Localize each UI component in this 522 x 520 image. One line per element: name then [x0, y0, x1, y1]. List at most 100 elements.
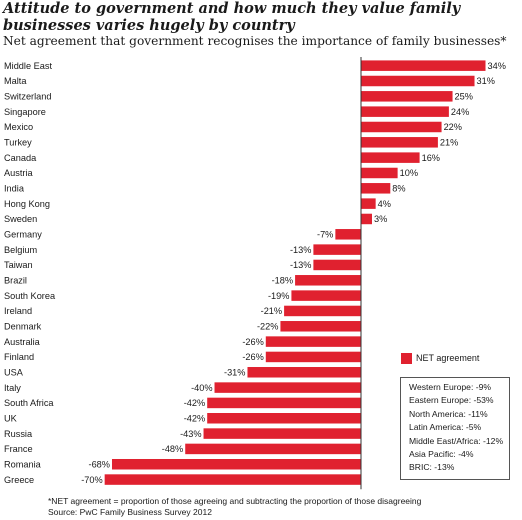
category-label: Belgium: [4, 245, 38, 255]
category-label: Germany: [4, 229, 42, 239]
bar: [361, 167, 398, 179]
legend-label: NET agreement: [416, 353, 480, 363]
category-label: Ireland: [4, 306, 32, 316]
region-eastern-europe: Eastern Europe: -53%: [409, 395, 494, 406]
legend-swatch: [401, 352, 412, 364]
value-label: 16%: [422, 153, 440, 163]
value-label: -13%: [290, 245, 311, 255]
bar: [214, 382, 361, 393]
bar: [361, 106, 449, 117]
value-label: -40%: [191, 383, 212, 393]
bar: [104, 474, 361, 485]
region-middle-east-africa: Middle East/Africa: -12%: [409, 435, 504, 446]
bar: [361, 152, 420, 163]
value-label: -19%: [268, 291, 289, 301]
value-label: -18%: [272, 275, 293, 285]
value-label: -26%: [242, 337, 263, 347]
bar: [361, 75, 475, 87]
chart-title: Attitude to government and how much they…: [3, 0, 461, 34]
value-label: 10%: [400, 168, 418, 178]
bar: [361, 183, 391, 194]
category-label: Romania: [4, 459, 42, 469]
regional-summary-box: Western Europe: -9% Eastern Europe: -53%…: [400, 377, 510, 480]
category-label: Finland: [4, 352, 34, 362]
value-label: -13%: [290, 260, 311, 270]
bar: [111, 458, 361, 470]
bar: [185, 443, 361, 455]
category-label: Switzerland: [4, 92, 52, 102]
bar: [361, 91, 453, 102]
value-label: -70%: [81, 475, 102, 485]
category-label: Greece: [4, 475, 34, 485]
category-label: France: [4, 444, 33, 454]
category-label: Australia: [4, 337, 41, 347]
category-label: Sweden: [4, 214, 37, 224]
value-label: -48%: [162, 444, 183, 454]
value-label: 4%: [378, 199, 391, 209]
category-label: Austria: [4, 168, 33, 178]
value-label: -21%: [261, 306, 282, 316]
category-label: Italy: [4, 383, 21, 393]
value-label: 3%: [374, 214, 387, 224]
bar: [280, 321, 361, 332]
value-label: 21%: [440, 138, 458, 148]
bar: [335, 229, 361, 240]
category-label: South Korea: [4, 291, 56, 301]
bar: [295, 275, 361, 286]
bar: [361, 213, 372, 225]
category-label: Malta: [4, 76, 27, 86]
legend: NET agreement: [401, 351, 479, 365]
category-label: Mexico: [4, 122, 33, 132]
category-label: Denmark: [4, 321, 42, 331]
category-label: India: [4, 184, 25, 194]
bar: [313, 259, 361, 271]
bar: [361, 121, 442, 133]
region-asia-pacific: Asia Pacific: -4%: [409, 449, 474, 460]
category-label: South Africa: [4, 398, 54, 408]
bar: [284, 305, 361, 317]
bar: [247, 367, 361, 378]
bar: [361, 60, 486, 71]
bar: [265, 336, 361, 347]
category-label: Russia: [4, 429, 33, 439]
value-label: -7%: [317, 229, 333, 239]
region-western-europe: Western Europe: -9%: [409, 382, 491, 392]
bar: [291, 290, 361, 301]
category-label: USA: [4, 367, 24, 377]
value-label: -22%: [257, 321, 278, 331]
footnote-source: Source: PwC Family Business Survey 2012: [48, 506, 212, 517]
bar: [203, 428, 361, 439]
category-label: Middle East: [4, 61, 52, 71]
bar: [361, 198, 376, 209]
region-north-america: North America: -11%: [409, 408, 488, 419]
category-label: Brazil: [4, 275, 27, 285]
footnote: *NET agreement = proportion of those agr…: [48, 496, 518, 517]
value-label: -26%: [242, 352, 263, 362]
bar: [207, 397, 361, 409]
value-label: -31%: [224, 367, 245, 377]
bar: [313, 244, 361, 255]
region-latin-america: Latin America: -5%: [409, 422, 482, 433]
value-label: 25%: [455, 92, 473, 102]
chart-subtitle: Net agreement that government recognises…: [3, 34, 507, 48]
category-label: Hong Kong: [4, 199, 50, 209]
value-label: 8%: [392, 184, 405, 194]
footnote-definition: *NET agreement = proportion of those agr…: [48, 496, 422, 506]
category-label: Turkey: [4, 138, 32, 148]
category-label: Singapore: [4, 107, 46, 117]
region-bric: BRIC: -13%: [409, 462, 455, 473]
bar: [207, 413, 361, 424]
bar: [265, 351, 361, 363]
value-label: -43%: [180, 429, 201, 439]
value-label: 34%: [488, 61, 506, 71]
value-label: 31%: [477, 76, 495, 86]
value-label: 24%: [451, 107, 469, 117]
category-label: Taiwan: [4, 260, 33, 270]
category-label: UK: [4, 413, 18, 423]
value-label: 22%: [444, 122, 462, 132]
category-label: Canada: [4, 153, 37, 163]
value-label: -42%: [184, 398, 205, 408]
value-label: -68%: [89, 459, 110, 469]
value-label: -42%: [184, 413, 205, 423]
